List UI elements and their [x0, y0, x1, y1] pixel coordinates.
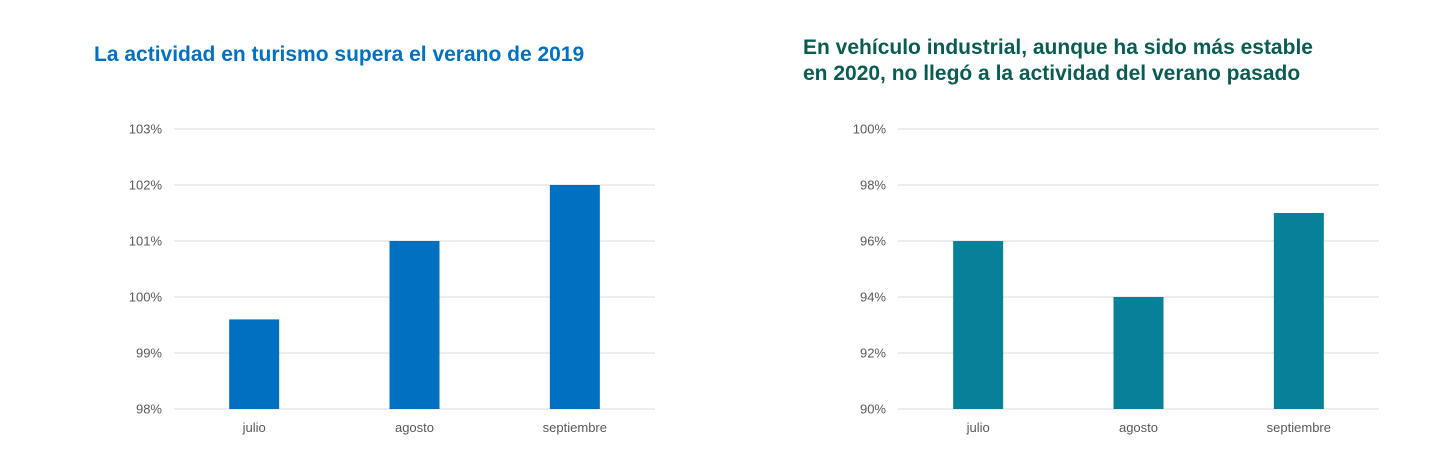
x-tick-label: septiembre: [1267, 420, 1331, 435]
bar-agosto: [389, 241, 440, 409]
chart-title: En vehículo industrial, aunque ha sido m…: [803, 35, 1313, 87]
y-tick-label: 90%: [860, 402, 886, 417]
y-tick-label: 96%: [860, 234, 886, 249]
bar-agosto: [1113, 297, 1164, 409]
bar-chart-vehiculo-industrial: 90% 92% 94% 96% 98% 100% julio agosto septiembre: [853, 122, 1379, 435]
y-tick-label: 99%: [136, 346, 162, 361]
x-tick-label: julio: [242, 420, 266, 435]
x-tick-label: julio: [966, 420, 990, 435]
bar-chart-turismo: 98% 99% 100% 101% 102% 103% julio agosto septiem…: [129, 122, 655, 435]
y-tick-label: 103%: [129, 122, 163, 137]
bar-septiembre: [549, 185, 600, 409]
y-tick-label: 101%: [129, 234, 163, 249]
bar-julio: [953, 241, 1004, 409]
y-tick-label: 98%: [136, 402, 162, 417]
y-tick-label: 92%: [860, 346, 886, 361]
bar-septiembre: [1273, 213, 1324, 409]
chart-title-line-2: en 2020, no llegó a la actividad del ver…: [803, 62, 1301, 85]
bar-julio: [229, 319, 280, 409]
chart-panel-turismo: La actividad en turismo supera el verano…: [94, 43, 655, 435]
x-tick-label: septiembre: [543, 420, 607, 435]
y-tick-label: 102%: [129, 178, 163, 193]
chart-title: La actividad en turismo supera el verano…: [94, 43, 585, 66]
x-tick-label: agosto: [1119, 420, 1158, 435]
x-tick-label: agosto: [395, 420, 434, 435]
y-tick-label: 100%: [129, 290, 163, 305]
chart-title-line-1: En vehículo industrial, aunque ha sido m…: [803, 36, 1313, 59]
y-tick-label: 94%: [860, 290, 886, 305]
y-tick-label: 98%: [860, 178, 886, 193]
chart-panel-vehiculo-industrial: En vehículo industrial, aunque ha sido m…: [724, 0, 1448, 451]
y-tick-label: 100%: [853, 122, 887, 137]
